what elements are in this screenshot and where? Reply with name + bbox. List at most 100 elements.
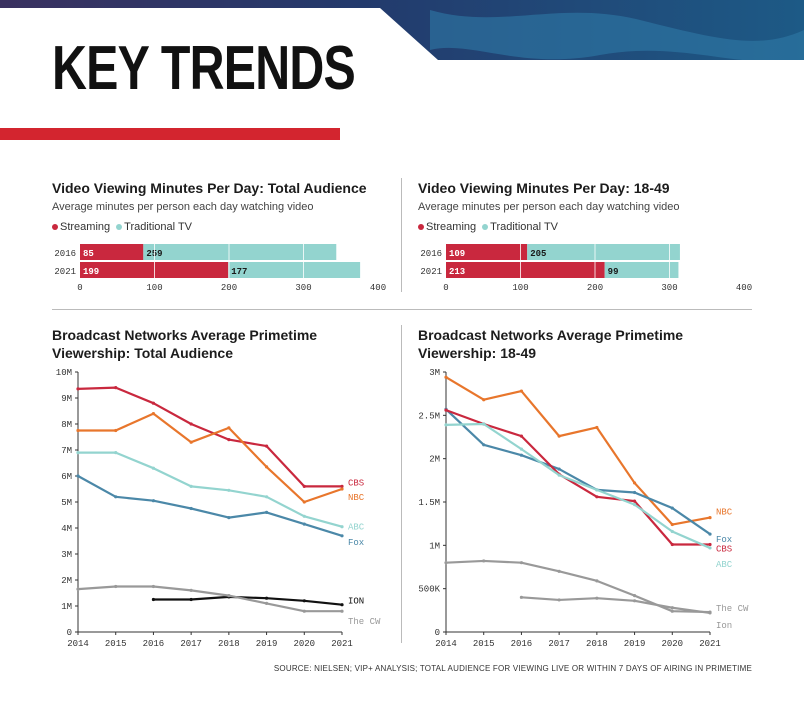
y-tick-label: 5M	[61, 498, 72, 508]
y-tick-label: 0	[67, 628, 72, 638]
legend-item-traditional: Traditional TV	[116, 221, 192, 233]
x-tick-label: 2016	[143, 639, 165, 649]
chart-title-viewership-1849: Broadcast Networks Average Primetime Vie…	[418, 327, 684, 361]
series-line-cbs	[77, 386, 342, 488]
point-ion	[632, 599, 637, 603]
point-ion	[340, 603, 344, 607]
bar-streaming	[446, 262, 605, 278]
x-tick-label: 2020	[293, 639, 315, 649]
bar-streaming	[446, 244, 528, 260]
point-cbs	[670, 542, 674, 547]
point-the-cw	[151, 584, 156, 589]
series-label-nbc: NBC	[716, 508, 733, 518]
category-label: 2016	[420, 249, 442, 259]
chart-title-minutes-1849: Video Viewing Minutes Per Day: 18-49	[418, 180, 670, 196]
y-tick-label: 6M	[61, 472, 72, 482]
y-tick-label: 1M	[429, 541, 440, 551]
point-cbs	[708, 542, 712, 547]
point-fox	[151, 499, 156, 503]
point-fox	[227, 516, 231, 520]
x-tick-label: 100	[512, 283, 528, 293]
data-label: 199	[83, 267, 99, 277]
point-abc	[632, 503, 637, 507]
point-the-cw	[557, 569, 561, 573]
series-line-nbc	[445, 376, 711, 526]
point-abc	[76, 451, 80, 455]
point-cbs	[264, 444, 269, 448]
point-ion	[264, 596, 269, 600]
point-nbc	[519, 389, 524, 393]
x-tick-label: 2021	[331, 639, 353, 649]
point-fox	[189, 506, 193, 511]
point-fox	[632, 490, 637, 495]
point-abc	[340, 525, 344, 529]
point-the-cw	[670, 609, 674, 613]
series-label-the-cw: The CW	[716, 604, 749, 614]
point-ion	[708, 611, 712, 615]
line-chart-viewership-total: 0 1M 2M 3M 4M 5M 6M 7M 8M 9M 10M 2014 2015 2016 2017 20…	[56, 368, 381, 649]
traditional-dot-icon	[482, 224, 489, 230]
legend-label-streaming: Streaming	[60, 221, 111, 233]
point-fox	[302, 522, 306, 526]
series-label-nbc: NBC	[348, 493, 365, 503]
point-abc	[227, 488, 231, 492]
y-tick-label: 500K	[418, 585, 440, 595]
chart-title-viewership-total: Broadcast Networks Average Primetime Vie…	[52, 327, 318, 361]
point-ion	[557, 598, 561, 602]
point-fox	[114, 495, 118, 499]
y-tick-label: 8M	[61, 420, 72, 430]
y-tick-label: 2.5M	[418, 411, 440, 421]
y-tick-label: 3M	[61, 550, 72, 560]
point-ion	[670, 606, 674, 610]
point-the-cw	[482, 559, 486, 563]
category-label: 2016	[54, 249, 76, 259]
point-fox	[76, 474, 80, 478]
point-abc	[557, 473, 561, 477]
point-cbs	[519, 434, 524, 438]
series-line-fox	[77, 475, 343, 537]
bar-traditional-tv	[228, 262, 361, 278]
x-tick-label: 2021	[699, 639, 721, 649]
bar-traditional-tv	[143, 244, 337, 260]
series-line-nbc	[78, 412, 343, 504]
legend-label-traditional: Traditional TV	[124, 221, 193, 233]
point-cbs	[189, 422, 193, 426]
point-ion	[189, 597, 193, 602]
y-tick-label: 9M	[61, 394, 72, 404]
point-abc	[151, 466, 156, 470]
data-label: 213	[449, 267, 465, 277]
data-label: 177	[231, 267, 247, 277]
series-label-fox: Fox	[348, 538, 364, 548]
point-fox	[557, 467, 561, 471]
series-label-abc: ABC	[348, 523, 365, 533]
traditional-dot-icon	[116, 224, 123, 230]
streaming-dot-icon	[52, 224, 58, 230]
series-label-cbs: CBS	[348, 478, 364, 488]
point-nbc	[114, 428, 118, 433]
point-ion	[151, 597, 156, 602]
x-tick-label: 100	[146, 283, 162, 293]
point-the-cw	[444, 561, 448, 565]
data-label: 99	[608, 267, 619, 277]
x-tick-label: 200	[221, 283, 237, 293]
point-nbc	[595, 425, 599, 430]
x-tick-label: 2014	[435, 639, 457, 649]
chart-subtitle-minutes-total: Average minutes per person each day watc…	[52, 201, 314, 213]
category-label: 2021	[54, 267, 76, 277]
point-abc	[189, 484, 193, 488]
line-chart-viewership-1849: 0 500K 1M 1.5M 2M 2.5M 3M 2014 2015 2016 2017 2018 2…	[418, 368, 749, 649]
chart-title-minutes-total: Video Viewing Minutes Per Day: Total Aud…	[52, 180, 367, 196]
bar-traditional-tv	[604, 262, 679, 278]
point-fox	[519, 453, 524, 457]
series-line-ion	[153, 595, 343, 606]
point-cbs	[340, 484, 344, 488]
series-line-abc	[78, 451, 343, 528]
series-line-fox	[445, 408, 711, 535]
y-tick-label: 2M	[61, 576, 72, 586]
point-the-cw	[189, 588, 193, 592]
x-tick-label: 2015	[473, 639, 495, 649]
point-ion	[595, 596, 599, 600]
point-cbs	[227, 438, 231, 442]
y-tick-label: 2M	[429, 455, 440, 465]
legend-item-streaming: Streaming	[52, 221, 110, 233]
